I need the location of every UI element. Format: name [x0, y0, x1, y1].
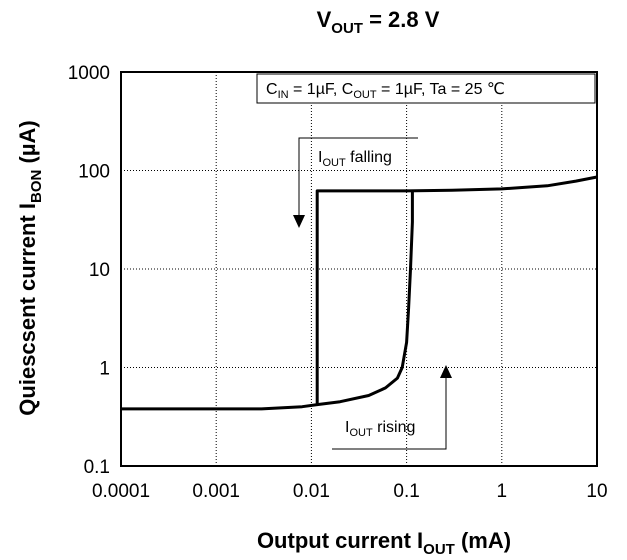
x-tick-label: 0.0001	[92, 481, 150, 502]
x-tick-label: 1	[497, 481, 508, 502]
y-tick-label: 1000	[68, 63, 110, 84]
series-line-falling	[121, 175, 598, 411]
y-tick-label: 0.1	[84, 457, 110, 478]
annotation-falling-text: IOUT falling	[318, 149, 392, 169]
y-axis-label: Quiescsent current IBON (µA)	[15, 120, 45, 415]
legend-box: CIN = 1µF, COUT = 1µF, Ta = 25 ℃	[256, 73, 596, 104]
annotation-rising-text: IOUT rising	[345, 419, 415, 439]
legend-text: CIN = 1µF, COUT = 1µF, Ta = 25 ℃	[266, 81, 505, 101]
grid-lines	[121, 72, 597, 466]
x-tick-label: 0.1	[393, 481, 419, 502]
x-tick-label: 0.001	[192, 481, 240, 502]
down-arrow-icon	[293, 215, 305, 228]
y-tick-label: 1	[99, 359, 110, 380]
plot-frame	[120, 71, 598, 467]
y-tick-labels: 0.1 1 10 100 1000	[68, 63, 110, 478]
y-tick-label: 10	[89, 260, 110, 281]
x-axis-label: Output current IOUT (mA)	[257, 528, 511, 558]
series-lines	[121, 175, 598, 411]
chart-title: VOUT = 2.8 V	[317, 7, 440, 37]
up-arrow-icon	[440, 365, 452, 378]
x-tick-label: 0.01	[293, 481, 330, 502]
annotation-rising: IOUT rising	[332, 365, 452, 450]
y-tick-label: 100	[78, 162, 110, 183]
x-tick-labels: 0.0001 0.001 0.01 0.1 1 10	[92, 481, 608, 502]
annotation-falling: IOUT falling	[293, 137, 418, 228]
series-line-rising	[317, 190, 414, 407]
x-tick-label: 10	[586, 481, 607, 502]
